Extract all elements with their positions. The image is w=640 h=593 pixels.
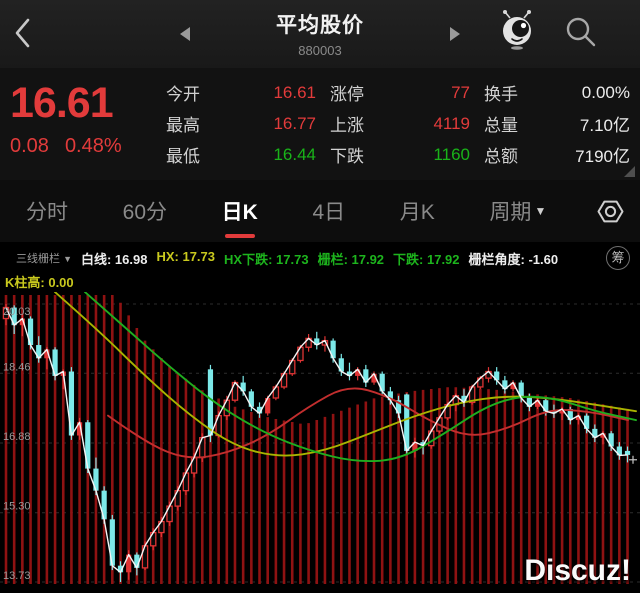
stat-open: 今开 16.61: [166, 82, 316, 105]
title-box: 平均股价 880003: [0, 9, 640, 58]
page-title: 平均股价: [276, 14, 364, 37]
indicator-item: 白线: 16.98: [80, 251, 148, 267]
nut-settings-icon: [597, 200, 624, 222]
indicator-item: 栅栏角度: -1.60: [468, 251, 559, 267]
change-row: 0.08 0.48%: [10, 135, 160, 158]
y-axis-label: 13.73: [3, 570, 31, 582]
stat-low: 最低 16.44: [166, 144, 316, 167]
mascot-icon[interactable]: [498, 9, 536, 51]
tab-daily-k[interactable]: 日K: [218, 180, 262, 242]
indicator-item: HX: 17.73: [156, 248, 216, 264]
quote-panel: 16.61 0.08 0.48% 今开 16.61 涨停 77 换手 0.00% 最高…: [0, 68, 640, 180]
kline-chart[interactable]: 20.03 18.46 16.88 15.30 13.73: [0, 292, 640, 593]
prev-stock-icon[interactable]: [180, 27, 190, 41]
indicator-legend-items: 白线: 16.98 HX: 17.73 HX下跌: 17.73 栅栏: 17.92 下跌…: [81, 249, 558, 268]
y-axis-label: 20.03: [3, 306, 31, 318]
indicator-item: 下跌: 17.92: [393, 251, 460, 267]
tab-monthly-k[interactable]: 月K: [399, 201, 435, 224]
stat-advancers: 上涨 4119: [330, 113, 470, 136]
chart-settings-button[interactable]: [597, 180, 624, 242]
stat-volume: 总量 7.10亿: [484, 116, 630, 135]
tab-4day[interactable]: 4日: [312, 201, 346, 224]
k-bar-value: 0.00: [48, 275, 74, 290]
k-bar-height-row: K柱高: 0.00: [5, 275, 74, 290]
indicator-selector[interactable]: 三线栅栏 ▼: [16, 253, 72, 265]
watermark: Discuz!: [524, 554, 631, 587]
stock-code: 880003: [298, 43, 342, 58]
tab-60min[interactable]: 60分: [122, 201, 167, 224]
chevron-down-icon: ▼: [63, 254, 72, 264]
stat-high: 最高 16.77: [166, 113, 316, 136]
tab-minute[interactable]: 分时: [26, 201, 68, 224]
top-bar: 平均股价 880003: [0, 0, 640, 68]
price-change: 0.08: [10, 135, 49, 157]
indicator-item: HX下跌: 17.73: [224, 251, 309, 267]
indicator-item: 栅栏: 17.92: [317, 251, 385, 267]
next-stock-icon[interactable]: [450, 27, 460, 41]
kline-chart-area: 20.03 18.46 16.88 15.30 13.73 Discuz!: [0, 292, 640, 593]
quote-stats: 今开 16.61 涨停 77 换手 0.00% 最高 16.77 上涨 4119 总量 7.…: [160, 68, 640, 180]
chevron-down-icon: ▼: [534, 204, 547, 218]
y-axis-label: 18.46: [3, 361, 31, 373]
last-price: 16.61: [10, 79, 114, 127]
y-axis-label: 16.88: [3, 431, 31, 443]
price-box: 16.61 0.08 0.48%: [0, 68, 160, 180]
y-axis-label: 15.30: [3, 501, 31, 513]
indicator-legend: 三线栅栏 ▼ 白线: 16.98 HX: 17.73 HX下跌: 17.73 栅栏: …: [0, 242, 640, 292]
k-bar-label: K柱高: [5, 275, 41, 290]
expand-quote-handle[interactable]: [624, 166, 635, 177]
back-icon[interactable]: [12, 16, 34, 50]
tab-period-dropdown[interactable]: 周期 ▼: [489, 201, 547, 224]
period-tab-bar: 分时 60分 日K 4日 月K 周期 ▼: [0, 180, 640, 242]
stat-limit-up: 涨停 77: [330, 82, 470, 105]
stat-amount: 总额 7190亿: [484, 147, 630, 166]
search-icon[interactable]: [564, 15, 598, 49]
chip-distribution-button[interactable]: 筹: [606, 246, 630, 270]
stat-decliners: 下跌 1160: [330, 144, 470, 167]
stat-turnover: 换手 0.00%: [484, 82, 630, 105]
indicator-row: 三线栅栏 ▼ 白线: 16.98 HX: 17.73 HX下跌: 17.73 栅栏: …: [0, 242, 640, 269]
price-change-percent: 0.48%: [64, 135, 122, 157]
